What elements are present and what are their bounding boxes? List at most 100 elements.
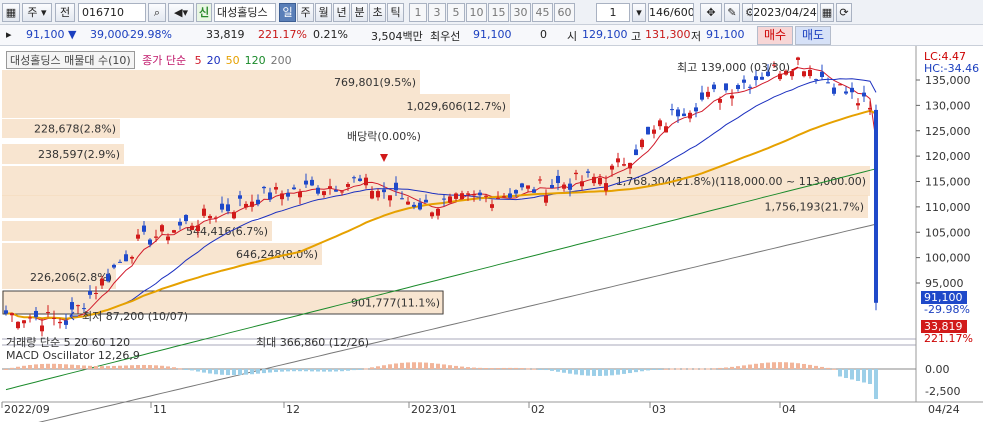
minute-tab-60[interactable]: 60 [554,3,575,22]
candle-body [310,179,314,186]
candle-body [292,187,296,190]
candle-body [454,193,458,199]
macd-bar [244,369,248,375]
minute-tab-10[interactable]: 10 [466,3,487,22]
macd-bar [400,362,404,369]
open-price: 129,100 [582,28,628,41]
market-select[interactable]: 주 ▾ [22,3,52,22]
crosshair-icon[interactable]: ✥ [700,3,722,22]
candle-body [772,64,776,66]
volume-max-annotation: 최대 366,860 (12/26) [256,336,369,349]
candle-body [322,191,326,196]
candle-body [232,212,236,219]
candle-body [616,158,620,163]
low-annotation: 최저 87,200 (10/07) [82,310,188,323]
macd-bar [538,369,542,370]
macd-bar [592,369,596,376]
candle-body [526,185,530,189]
macd-bar [160,365,164,369]
candle-body [868,107,872,110]
macd-bar [472,367,476,369]
macd-bar [304,369,308,372]
volume-profile-bar [2,265,116,289]
count-dropdown-icon[interactable]: ▾ [632,3,646,22]
candle-body [298,191,302,198]
count-input[interactable]: 1 [596,3,630,22]
minute-tab-45[interactable]: 45 [532,3,553,22]
minute-tab-30[interactable]: 30 [510,3,531,22]
menu-icon[interactable]: ▦ [2,3,20,22]
macd-bar [562,369,566,373]
candle-body [142,225,146,232]
candle-body [388,195,392,201]
volume-profile-label: 226,206(2.8%) [30,271,112,284]
minute-tab-15[interactable]: 15 [488,3,509,22]
jeon-button[interactable]: 전 [55,3,75,22]
candle-body [22,320,26,324]
macd-bar [256,369,260,374]
candle-body [826,82,830,84]
period-tab-5[interactable]: 초 [369,3,386,22]
candle-body [628,162,632,169]
macd-bar [22,365,26,369]
arrow-icon: ▸ [6,28,12,41]
macd-tick-label: 0.00 [925,363,950,376]
sell-button[interactable]: 매도 [795,26,831,45]
price-chart[interactable]: 135,000 130,000 125,000 120,000 115,000 110,0… [0,46,983,422]
volume-profile-bar [2,195,868,218]
period-tab-3[interactable]: 년 [333,3,350,22]
x-tick-label: 02 [531,403,545,416]
minute-tab-1[interactable]: 1 [409,3,427,22]
period-tab-6[interactable]: 틱 [387,3,404,22]
minute-tab-5[interactable]: 5 [447,3,465,22]
macd-bar [808,364,812,369]
down-arrow-icon: ▼ [68,28,77,41]
macd-bar [520,368,524,370]
minute-tab-3[interactable]: 3 [428,3,446,22]
macd-bar [844,369,848,378]
macd-bar [52,363,56,369]
macd-bar [184,369,188,370]
ma-line-5 [5,67,877,322]
draw-tool-icon[interactable]: ✎ [724,3,740,22]
macd-bar [268,369,272,373]
search-icon[interactable]: ⌕ [148,3,166,22]
macd-bar [586,369,590,376]
candle-body [556,175,560,184]
speaker-icon[interactable]: ◀▾ [168,3,194,22]
candle-body [658,120,662,127]
lc-label: LC:4.47 [924,50,967,63]
candle-body [730,95,734,99]
period-tab-2[interactable]: 월 [315,3,332,22]
macd-bar [736,366,740,369]
calendar-icon[interactable]: ▦ [820,3,834,22]
period-tab-4[interactable]: 분 [351,3,368,22]
candle-body [664,126,668,133]
y-tick-label: 130,000 [925,99,971,112]
macd-bar [10,367,14,369]
sell-volume-legend[interactable]: 대성홀딩스 매물대 수(10) [6,51,135,69]
macd-bar [40,363,44,369]
stock-code-input[interactable]: 016710 [78,3,146,22]
y-tick-label: 105,000 [925,226,971,239]
period-tab-1[interactable]: 주 [297,3,314,22]
macd-bar [478,367,482,369]
market-select-label: 주 [27,6,38,19]
candle-body [490,204,494,208]
candle-body [88,291,92,295]
macd-bar [640,369,644,372]
macd-bar [490,368,494,370]
candle-body [424,199,428,203]
bar-count[interactable]: 146/600 [648,3,694,22]
date-input[interactable]: 2023/04/24 [752,3,818,22]
x-tick-label: 04/24 [928,403,960,416]
refresh-icon[interactable]: ⟳ [836,3,852,22]
candle-body [442,198,446,200]
macd-bar [772,362,776,369]
candle-body [286,192,290,197]
period-tab-0[interactable]: 일 [279,3,296,22]
buy-button[interactable]: 매수 [757,26,793,45]
macd-bar [346,369,350,371]
macd-bar [364,368,368,370]
